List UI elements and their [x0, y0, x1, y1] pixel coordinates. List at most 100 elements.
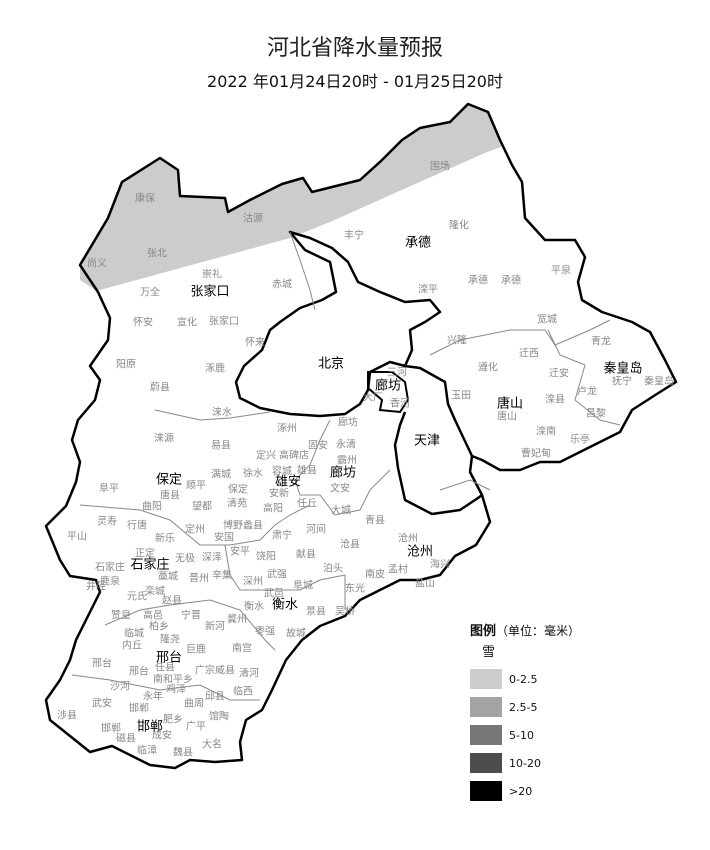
county-label: 正定 — [135, 548, 155, 560]
county-label: 涞源 — [154, 433, 174, 445]
county-label: 唐山 — [497, 411, 517, 423]
county-label: 南宫 — [232, 643, 252, 655]
county-label: 大厂 — [363, 392, 383, 404]
county-label: 行唐 — [127, 520, 147, 532]
county-label: 曲周 — [184, 698, 204, 710]
county-label: 任丘 — [297, 498, 317, 510]
county-label: 清苑 — [227, 498, 247, 510]
county-label: 鹿泉 — [100, 576, 120, 588]
county-label: 泊头 — [323, 563, 343, 575]
county-label: 南和平乡 — [153, 674, 193, 686]
county-label: 赵县 — [162, 595, 182, 607]
county-label: 藁城 — [158, 571, 178, 583]
county-label: 兴隆 — [447, 335, 467, 347]
county-label: 阳原 — [116, 359, 136, 371]
city-label-langfang-north: 廊坊 — [374, 378, 402, 394]
county-label: 沧县 — [340, 539, 360, 551]
prefecture-boundaries — [71, 231, 621, 701]
county-label: 博野蠡县 — [223, 520, 263, 532]
legend-title-text: 图例 — [470, 624, 497, 639]
legend-swatch — [470, 697, 502, 717]
county-label: 鸡泽 — [166, 684, 186, 696]
county-label: 邯郸 — [101, 723, 121, 735]
county-label: 文安 — [330, 483, 350, 495]
county-label: 景县 — [306, 606, 326, 618]
county-label: 抚宁 — [612, 376, 632, 388]
county-label: 迁安 — [549, 368, 569, 380]
city-label-tangshan: 唐山 — [496, 396, 524, 412]
county-label: 魏县 — [173, 747, 193, 759]
county-label: 孟村 — [388, 564, 408, 576]
county-label: 阜城 — [293, 580, 313, 592]
county-label: 深州 — [243, 576, 263, 588]
tianjin-boundary — [393, 364, 483, 516]
county-label: 井陉 — [86, 581, 106, 593]
county-label: 沙河 — [110, 681, 130, 693]
legend-item: >20 — [470, 778, 580, 804]
county-label: 滦南 — [536, 426, 556, 438]
county-label: 昌黎 — [586, 408, 606, 420]
county-label: 巨鹿 — [186, 644, 206, 656]
county-label: 沧州 — [398, 533, 418, 545]
county-label: 辛集 — [212, 570, 232, 582]
county-label: 故城 — [286, 628, 306, 640]
county-label: 迁西 — [519, 348, 539, 360]
city-label-hengshui: 衡水 — [271, 597, 299, 613]
county-label: 涿州 — [277, 423, 297, 435]
city-label-xiongan: 雄安 — [274, 474, 302, 490]
county-label: 磁县 — [116, 733, 136, 745]
county-label: 保定 — [228, 484, 248, 496]
county-label: 霸州 — [337, 455, 357, 467]
county-label: 柏乡 — [149, 621, 169, 633]
map-subtitle: 2022 年01月24日20时 - 01月25日20时 — [207, 72, 503, 91]
city-label-qinhuangdao: 秦皇岛 — [603, 361, 643, 377]
county-label: 香河 — [390, 398, 410, 410]
county-label: 献县 — [296, 549, 316, 561]
county-label: 怀来 — [245, 337, 265, 349]
county-label: 涞水 — [212, 407, 232, 419]
county-label: 宣化 — [177, 317, 197, 329]
county-label: 卢龙 — [577, 386, 597, 398]
county-label: 宁晋 — [181, 610, 201, 622]
province-outline — [44, 102, 678, 770]
beijing-boundary — [234, 230, 442, 418]
county-label: 安国 — [214, 532, 234, 544]
county-label: 高阳 — [263, 503, 283, 515]
legend-label: >20 — [509, 784, 533, 798]
county-label: 承德 — [501, 275, 521, 287]
county-label: 临城 — [124, 628, 144, 640]
county-label: 深泽 — [202, 552, 222, 564]
county-label: 任县 — [155, 662, 175, 674]
county-label: 清河 — [239, 668, 259, 680]
county-label: 馆陶 — [209, 711, 229, 723]
city-label-langfang: 廊坊 — [329, 465, 357, 481]
county-label: 冀州 — [227, 614, 247, 626]
county-label: 平山 — [67, 531, 87, 543]
county-label: 望都 — [192, 501, 212, 513]
county-label: 盐山 — [415, 578, 435, 590]
legend-swatch — [470, 725, 502, 745]
county-label: 易县 — [211, 440, 231, 452]
county-label: 无极 — [175, 553, 195, 565]
county-label: 灵寿 — [97, 516, 117, 528]
map-title: 河北省降水量预报 — [266, 36, 443, 61]
county-label: 安新 — [269, 488, 289, 500]
legend-item: 0-2.5 — [470, 666, 580, 692]
county-label: 栾城 — [145, 586, 165, 598]
legend-label: 5-10 — [509, 728, 534, 742]
county-label: 阜平 — [99, 483, 119, 495]
county-label: 邢台 — [129, 666, 149, 678]
county-label: 滦平 — [418, 284, 438, 296]
county-label: 海兴 — [430, 559, 450, 571]
county-label: 石家庄 — [95, 562, 125, 574]
snow-0-2.5-area — [46, 104, 520, 300]
city-label-beijing: 北京 — [317, 356, 345, 372]
legend-precip-type: 雪 — [482, 645, 496, 660]
county-label: 大城 — [331, 505, 351, 517]
legend-label: 10-20 — [509, 756, 541, 770]
county-label: 高邑 — [143, 610, 163, 622]
county-label: 临漳 — [137, 745, 157, 757]
county-label: 高碑店 — [279, 450, 309, 462]
county-label: 邯郸 — [129, 703, 149, 715]
county-label: 崇礼 — [202, 269, 222, 281]
